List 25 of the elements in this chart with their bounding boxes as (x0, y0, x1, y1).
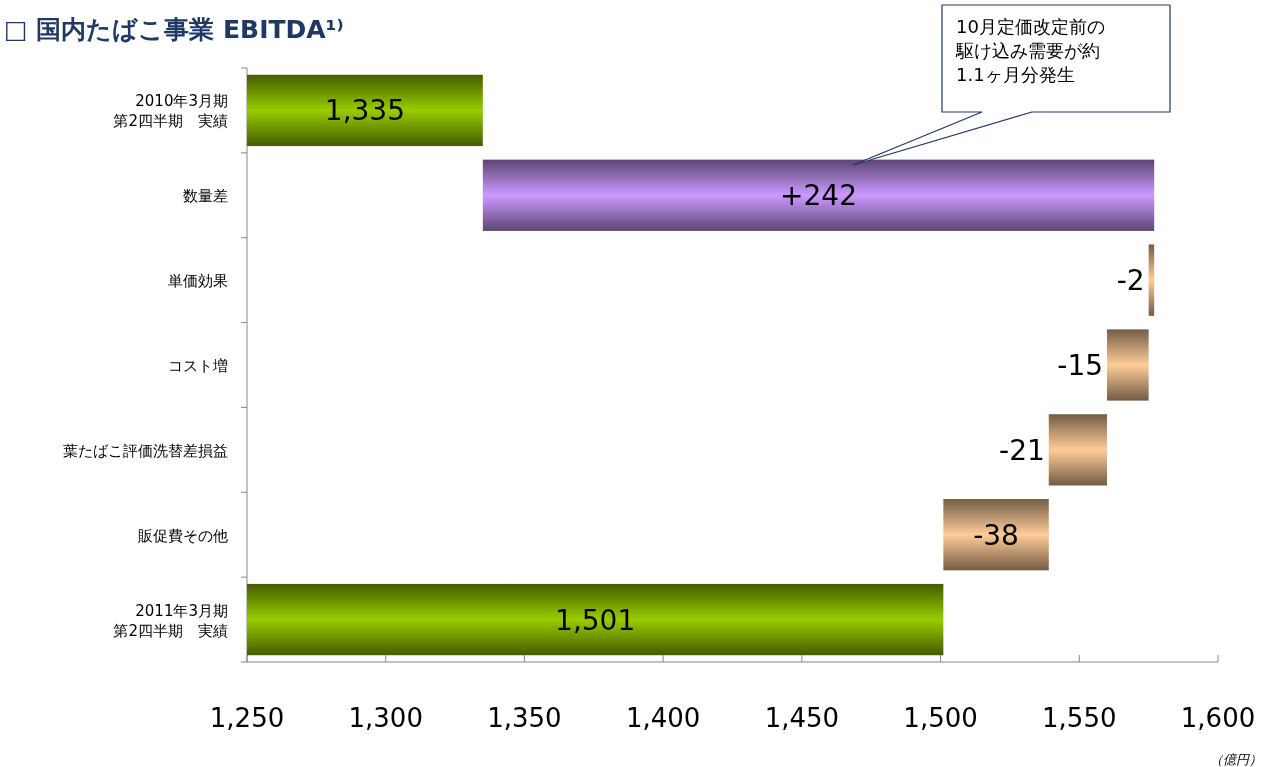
y-tick-label: 数量差 (183, 187, 228, 206)
y-tick-label: 単価効果 (168, 272, 228, 291)
x-tick-label: 1,250 (209, 703, 285, 733)
y-tick-label: 2011年3月期第2四半期 実績 (113, 601, 228, 640)
x-tick-label: 1,450 (764, 703, 840, 733)
y-tick-label: 葉たばこ評価洗替差損益 (63, 441, 228, 460)
data-label: 1,501 (555, 603, 636, 637)
data-label: -21 (999, 433, 1045, 467)
data-label: -2 (1116, 264, 1145, 298)
data-label: -38 (973, 518, 1019, 552)
data-label: -15 (1057, 349, 1104, 382)
x-tick-label: 1,350 (487, 703, 562, 733)
x-tick-label: 1,600 (1180, 703, 1256, 733)
x-tick-label: 1,300 (348, 703, 423, 733)
x-tick-label: 1,500 (903, 703, 978, 733)
chart-title: □ 国内たばこ事業 EBITDA¹⁾ (4, 15, 344, 44)
annotation: 10月定価改定前の駆け込み需要が約1.1ヶ月分発生 (955, 16, 1105, 85)
x-tick-label: 1,550 (1042, 703, 1117, 733)
text: （億円） (1210, 752, 1262, 767)
y-tick-label: 販促費その他 (138, 526, 228, 545)
data-label: +242 (780, 179, 857, 213)
y-tick-label: 2010年3月期第2四半期 実績 (113, 92, 228, 131)
data-label: 1,335 (324, 94, 405, 128)
y-tick-label: コスト増 (168, 357, 228, 375)
x-tick-label: 1,400 (625, 703, 701, 733)
